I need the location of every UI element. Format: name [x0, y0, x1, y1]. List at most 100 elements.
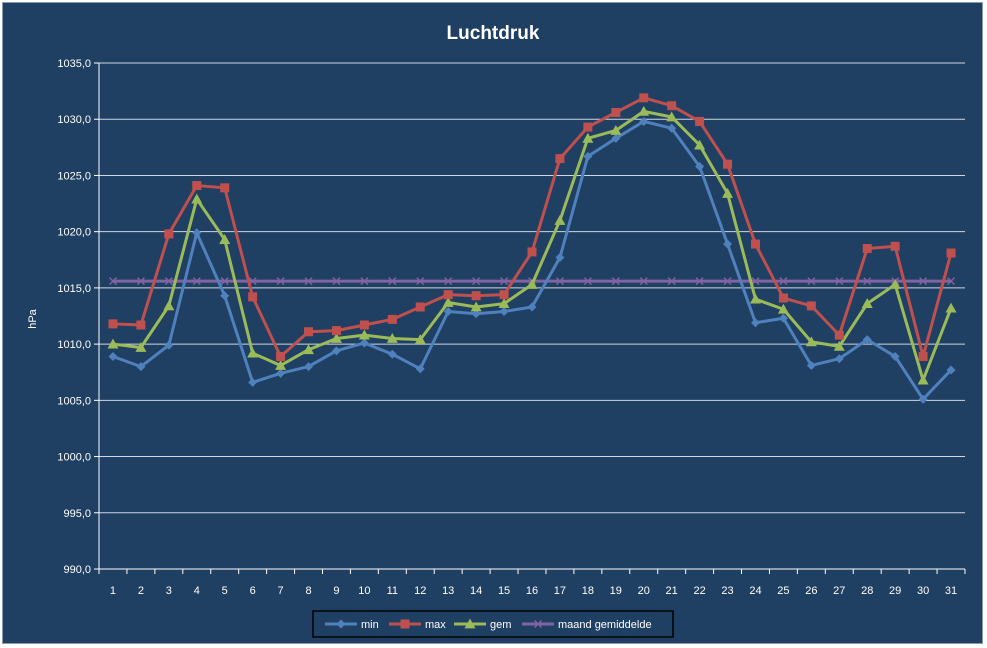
x-tick-label: 13	[442, 585, 454, 597]
data-point	[749, 293, 761, 304]
x-axis-tick-labels: 1 2 3 4 5 6 7 8 9 10 11 12 13 14 15 16 17 18 19 20 21 22 23 24 2…	[110, 585, 957, 597]
data-point	[136, 362, 146, 372]
axes	[94, 62, 966, 574]
data-point	[332, 277, 341, 286]
data-point	[275, 359, 287, 370]
series-group	[107, 93, 957, 404]
data-point	[890, 351, 900, 361]
x-tick-label: 29	[889, 585, 901, 597]
x-tick-label: 26	[805, 585, 817, 597]
data-point	[583, 122, 593, 132]
data-point	[108, 277, 117, 286]
y-tick-label: 1005,0	[57, 395, 91, 407]
legend-item: min	[325, 619, 379, 631]
y-tick-label: 1030,0	[57, 114, 91, 126]
data-point	[107, 338, 119, 349]
series-line	[112, 119, 953, 401]
data-point	[862, 244, 872, 254]
data-point	[415, 302, 425, 312]
data-point	[415, 364, 425, 374]
y-tick-label: 1015,0	[57, 283, 91, 295]
data-point	[694, 139, 706, 150]
data-point	[889, 279, 901, 289]
data-point	[500, 277, 509, 286]
data-point	[192, 181, 202, 191]
data-point	[108, 319, 118, 329]
data-point	[330, 332, 342, 343]
x-tick-label: 27	[833, 585, 845, 597]
data-point	[220, 183, 230, 193]
data-point	[583, 277, 592, 286]
data-point	[582, 132, 594, 143]
data-point	[276, 351, 286, 361]
data-point	[359, 338, 369, 348]
data-point	[722, 187, 734, 198]
series-min	[108, 116, 956, 404]
data-point	[471, 309, 481, 319]
data-point	[778, 293, 788, 303]
data-point	[498, 298, 510, 309]
x-tick-label: 25	[777, 585, 789, 597]
data-point	[136, 320, 146, 330]
data-point	[388, 277, 397, 286]
data-point	[135, 341, 147, 352]
x-tick-label: 22	[693, 585, 705, 597]
data-point	[164, 340, 174, 350]
x-tick-label: 19	[610, 585, 622, 597]
data-point	[751, 277, 760, 286]
legend-item: maand gemiddelde	[522, 619, 652, 631]
data-point	[947, 277, 956, 286]
data-point	[192, 228, 202, 238]
legend-box	[312, 610, 674, 638]
data-point	[835, 277, 844, 286]
data-point	[499, 307, 509, 317]
data-point	[360, 277, 369, 286]
data-point	[834, 330, 844, 340]
x-tick-label: 7	[278, 585, 284, 597]
data-point	[442, 297, 454, 307]
y-axis-title: hPa	[27, 308, 39, 328]
data-point	[191, 193, 203, 204]
data-point	[639, 93, 649, 103]
data-point	[331, 326, 341, 336]
legend-label: max	[425, 619, 446, 631]
data-point	[639, 277, 648, 286]
x-tick-label: 15	[498, 585, 510, 597]
series-line	[112, 96, 953, 358]
data-point	[611, 277, 620, 286]
y-tick-label: 1020,0	[57, 227, 91, 239]
x-tick-label: 8	[305, 585, 311, 597]
data-point	[919, 277, 928, 286]
data-point	[667, 101, 677, 111]
x-tick-label: 10	[358, 585, 370, 597]
line-chart: Luchtdruk hPa 990,0995,01000,01005,01010…	[27, 23, 966, 638]
x-tick-label: 5	[222, 585, 228, 597]
data-point	[946, 248, 956, 258]
data-point	[695, 116, 705, 126]
x-tick-label: 17	[554, 585, 566, 597]
data-point	[555, 253, 565, 263]
data-point	[554, 214, 566, 225]
data-point	[220, 291, 230, 301]
data-point	[805, 336, 817, 347]
x-tick-label: 24	[749, 585, 761, 597]
data-point	[304, 362, 314, 372]
y-axis-tick-labels: 990,0 995,0 1000,0 1005,0 1010,0 1015,0 1020,0…	[57, 58, 91, 576]
data-point	[639, 116, 649, 126]
y-tick-label: 1035,0	[57, 58, 91, 70]
data-point	[247, 347, 259, 358]
data-point	[219, 234, 231, 244]
data-point	[276, 368, 286, 378]
x-tick-label: 3	[166, 585, 172, 597]
x-tick-label: 14	[470, 585, 482, 597]
data-point	[386, 332, 398, 343]
legend-marker	[533, 619, 543, 629]
data-point	[527, 302, 537, 312]
series-gem	[107, 105, 957, 385]
x-tick-label: 1	[110, 585, 116, 597]
series-max	[108, 93, 956, 361]
data-point	[861, 298, 873, 309]
data-point	[303, 344, 315, 355]
data-point	[164, 229, 174, 239]
data-point	[918, 394, 928, 404]
